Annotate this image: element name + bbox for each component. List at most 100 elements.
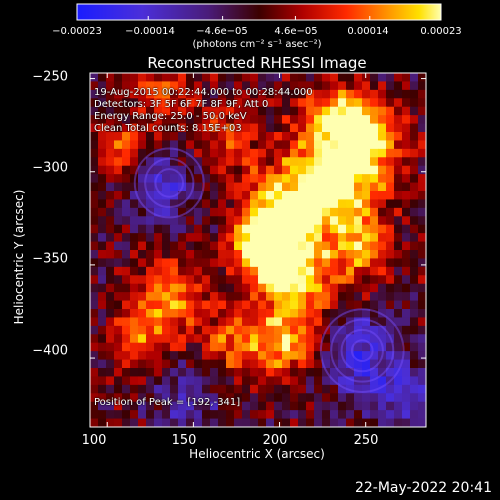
heatmap-cell [242, 157, 251, 167]
heatmap-cell [274, 300, 283, 310]
heatmap-cell [394, 165, 403, 175]
heatmap-cell [218, 275, 227, 285]
heatmap-cell [362, 241, 371, 251]
heatmap-cell [234, 368, 243, 378]
heatmap-cell [354, 157, 363, 167]
heatmap-cell [410, 89, 419, 99]
heatmap-cell [242, 342, 251, 352]
heatmap-cell [146, 351, 155, 361]
heatmap-cell [162, 216, 171, 226]
heatmap-cell [330, 300, 339, 310]
heatmap-cell [330, 140, 339, 150]
heatmap-cell [282, 106, 291, 116]
heatmap-cell [330, 199, 339, 209]
heatmap-cell [146, 123, 155, 133]
heatmap-cell [226, 401, 235, 411]
heatmap-cell [378, 351, 387, 361]
heatmap-cell [138, 351, 147, 361]
heatmap-cell [154, 368, 163, 378]
heatmap-cell [226, 342, 235, 352]
heatmap-cell [418, 241, 426, 251]
heatmap-cell [242, 140, 251, 150]
heatmap-cell [178, 98, 187, 108]
heatmap-cell [258, 233, 267, 243]
heatmap-cell [226, 351, 235, 361]
heatmap-cell [258, 191, 267, 201]
heatmap-cell [226, 241, 235, 251]
heatmap-cell [122, 233, 131, 243]
heatmap-cell [162, 191, 171, 201]
heatmap-cell [122, 73, 131, 83]
heatmap-cell [298, 266, 307, 276]
heatmap-cell [170, 106, 179, 116]
heatmap-cell [378, 191, 387, 201]
heatmap-cell [154, 275, 163, 285]
heatmap-cell [106, 174, 115, 184]
heatmap-cell [154, 351, 163, 361]
heatmap-cell [250, 275, 259, 285]
heatmap-cell [194, 359, 203, 369]
heatmap-cell [378, 89, 387, 99]
heatmap-cell [234, 359, 243, 369]
heatmap-cell [234, 300, 243, 310]
heatmap-cell [274, 401, 283, 411]
heatmap-cell [346, 342, 355, 352]
heatmap-cell [402, 98, 411, 108]
heatmap-cell [306, 351, 315, 361]
heatmap-cell [250, 207, 259, 217]
heatmap-cell [122, 410, 131, 420]
heatmap-cell [138, 140, 147, 150]
heatmap-cell [386, 115, 395, 125]
heatmap-cell [402, 115, 411, 125]
heatmap-cell [138, 241, 147, 251]
heatmap-cell [346, 106, 355, 116]
heatmap-cell [106, 115, 115, 125]
heatmap-cell [418, 216, 426, 226]
colorbar-tick-label: 4.6e−05 [274, 26, 318, 37]
heatmap-cell [314, 410, 323, 420]
heatmap-cell [330, 224, 339, 234]
heatmap-cell [138, 368, 147, 378]
heatmap-cell [106, 384, 115, 394]
heatmap-cell [330, 325, 339, 335]
heatmap-cell [122, 292, 131, 302]
heatmap-cell [122, 275, 131, 285]
heatmap-cell [170, 351, 179, 361]
heatmap-cell [130, 309, 139, 319]
heatmap-cell [370, 233, 379, 243]
heatmap-cell [338, 300, 347, 310]
heatmap-cell [298, 233, 307, 243]
heatmap-cell [234, 258, 243, 268]
heatmap-cell [274, 275, 283, 285]
heatmap-cell [218, 165, 227, 175]
heatmap-cell [418, 418, 426, 427]
heatmap-cell [130, 140, 139, 150]
heatmap-cell [170, 292, 179, 302]
heatmap-cell [146, 393, 155, 403]
heatmap-cell [146, 418, 155, 427]
heatmap-cell [146, 199, 155, 209]
heatmap-cell [402, 401, 411, 411]
heatmap-cell [322, 283, 331, 293]
heatmap-cell [194, 73, 203, 83]
heatmap-cell [98, 359, 107, 369]
heatmap-cell [370, 89, 379, 99]
heatmap-cell [266, 132, 275, 142]
heatmap-cell [98, 342, 107, 352]
heatmap-cell [250, 174, 259, 184]
heatmap-cell [258, 258, 267, 268]
heatmap-cell [386, 81, 395, 91]
heatmap-cell [330, 250, 339, 260]
heatmap-cell [122, 317, 131, 327]
heatmap-cell [386, 368, 395, 378]
heatmap-cell [114, 132, 123, 142]
heatmap-cell [202, 266, 211, 276]
heatmap-cell [162, 241, 171, 251]
heatmap-cell [322, 123, 331, 133]
heatmap-cell [338, 359, 347, 369]
heatmap-cell [354, 283, 363, 293]
heatmap-cell [114, 207, 123, 217]
heatmap-cell [282, 224, 291, 234]
heatmap-cell [178, 140, 187, 150]
heatmap-cell [234, 98, 243, 108]
